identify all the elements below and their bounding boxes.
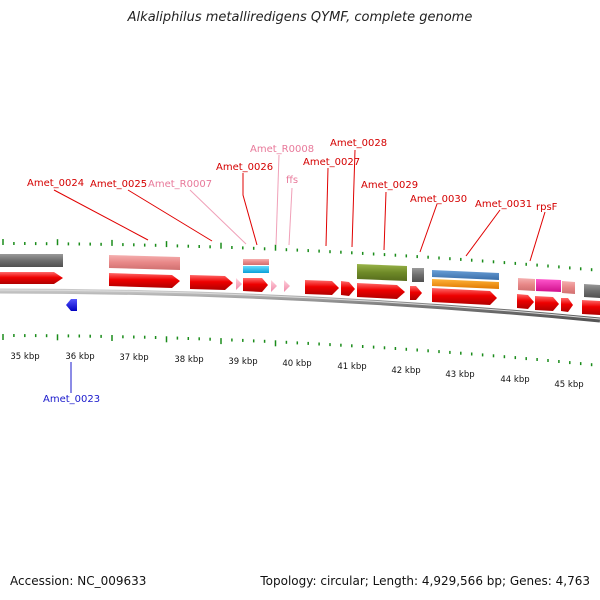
- gene-label-amet-0028[interactable]: Amet_0028: [330, 138, 387, 149]
- scale-label: 38 kbp: [174, 355, 203, 365]
- gene-label-rpsf[interactable]: rpsF: [536, 202, 558, 213]
- reverse-gene-amet-0023[interactable]: [66, 299, 77, 311]
- feature-bar-salmon-small[interactable]: [243, 259, 269, 265]
- feature-bar-blue[interactable]: [432, 270, 499, 280]
- cds-arrow-rpsf[interactable]: [535, 296, 559, 311]
- feature-track: [0, 254, 600, 298]
- connector-amet-0027: [325, 167, 329, 247]
- connector-amet-0028: [351, 149, 356, 248]
- gene-label-amet-0030[interactable]: Amet_0030: [410, 194, 467, 205]
- gene-label-amet-0031[interactable]: Amet_0031: [475, 199, 532, 210]
- connector-amet-0025: [127, 189, 213, 242]
- cds-arrow-amet-0026[interactable]: [243, 278, 268, 292]
- scale-label: 39 kbp: [228, 357, 257, 367]
- gene-labels: Amet_0024 Amet_0025 Amet_R0007 Amet_0026…: [27, 138, 558, 405]
- rna-arrow-amet-r0007[interactable]: [236, 278, 242, 290]
- label-connectors: [53, 149, 546, 393]
- scale-label: 40 kbp: [282, 359, 311, 369]
- rna-arrow-amet-r0008[interactable]: [271, 280, 277, 292]
- gene-label-amet-0024[interactable]: Amet_0024: [27, 178, 84, 189]
- rna-arrow-ffs[interactable]: [284, 280, 290, 292]
- feature-bar-salmon-right-2[interactable]: [562, 281, 575, 294]
- cds-arrow-amet-0031[interactable]: [432, 288, 497, 305]
- inner-tick-row: [2, 334, 593, 367]
- connector-amet-0024: [53, 189, 149, 241]
- connector-rpsf: [529, 211, 546, 262]
- feature-bar-grey-small[interactable]: [412, 268, 424, 282]
- feature-bar-orange[interactable]: [432, 279, 499, 289]
- cds-arrow[interactable]: [517, 294, 534, 309]
- cds-arrow-amet-0028[interactable]: [341, 281, 355, 296]
- feature-bar-salmon[interactable]: [109, 255, 180, 270]
- scale-label: 36 kbp: [65, 352, 94, 362]
- feature-bar-cyan[interactable]: [243, 266, 269, 273]
- cds-arrow[interactable]: [561, 298, 573, 312]
- gene-label-ffs[interactable]: ffs: [286, 175, 298, 186]
- feature-bar-salmon-right[interactable]: [518, 278, 535, 291]
- cds-arrow-amet-0027[interactable]: [305, 280, 339, 295]
- scale-label: 43 kbp: [445, 370, 474, 380]
- scale-label: 35 kbp: [10, 352, 39, 362]
- feature-bar-grey-right[interactable]: [584, 284, 600, 298]
- connector-ffs: [288, 187, 293, 246]
- gene-label-amet-0029[interactable]: Amet_0029: [361, 180, 418, 191]
- gene-label-amet-0027[interactable]: Amet_0027: [303, 157, 360, 168]
- cds-arrow-amet-0030[interactable]: [410, 286, 422, 300]
- cds-arrow-amet-0025[interactable]: [190, 275, 233, 290]
- connector-amet-0026: [242, 173, 258, 246]
- cds-arrow[interactable]: [0, 272, 63, 284]
- genome-backbone-highlight: [0, 289, 600, 320]
- genome-summary-text: Topology: circular; Length: 4,929,566 bp…: [260, 574, 590, 588]
- scale-label: 42 kbp: [391, 366, 420, 376]
- scale-label: 41 kbp: [337, 362, 366, 372]
- feature-bar-magenta[interactable]: [536, 279, 561, 292]
- connector-amet-0029: [383, 191, 387, 251]
- connector-amet-0031: [465, 209, 501, 257]
- gene-label-amet-0023[interactable]: Amet_0023: [43, 394, 100, 405]
- scale-label: 44 kbp: [500, 375, 529, 385]
- gene-label-amet-0025[interactable]: Amet_0025: [90, 179, 147, 190]
- scale-label: 37 kbp: [119, 353, 148, 363]
- gene-label-amet-r0007[interactable]: Amet_R0007: [148, 179, 212, 190]
- map-title: Alkaliphilus metalliredigens QYMF, compl…: [127, 10, 473, 25]
- feature-bar-grey[interactable]: [0, 254, 63, 267]
- outer-tick-row: [2, 239, 593, 272]
- scale-labels: 35 kbp 36 kbp 37 kbp 38 kbp 39 kbp 40 kb…: [10, 352, 583, 390]
- gene-label-amet-0026[interactable]: Amet_0026: [216, 162, 273, 173]
- genome-backbone: [0, 288, 600, 323]
- feature-bar-olive[interactable]: [357, 264, 407, 281]
- gene-label-amet-r0008[interactable]: Amet_R0008: [250, 144, 314, 155]
- cds-arrow-amet-0029[interactable]: [357, 283, 405, 299]
- connector-amet-r0008: [275, 154, 280, 246]
- scale-label: 45 kbp: [554, 380, 583, 390]
- connector-amet-r0007: [189, 189, 247, 245]
- cds-arrow[interactable]: [582, 300, 600, 315]
- forward-strand-genes: [0, 272, 600, 315]
- accession-text: Accession: NC_009633: [10, 574, 147, 588]
- connector-amet-0030: [419, 203, 438, 253]
- cds-arrow-amet-0024[interactable]: [109, 273, 180, 288]
